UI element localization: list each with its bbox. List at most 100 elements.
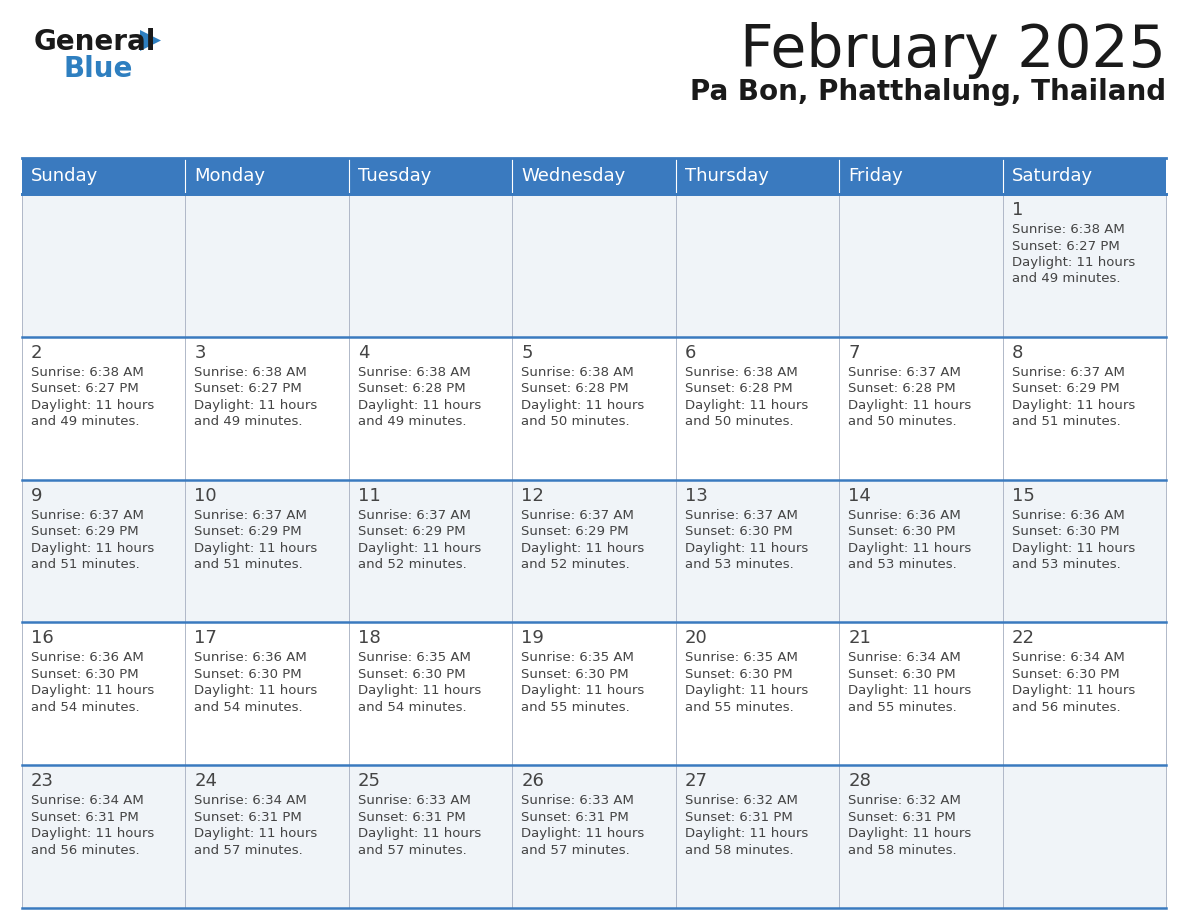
Text: Sunset: 6:30 PM: Sunset: 6:30 PM [31, 668, 139, 681]
Text: Daylight: 11 hours: Daylight: 11 hours [522, 827, 645, 840]
Bar [185, 766, 349, 908]
Text: Monday: Monday [195, 167, 265, 185]
Text: Daylight: 11 hours: Daylight: 11 hours [195, 542, 317, 554]
Text: Sunrise: 6:34 AM: Sunrise: 6:34 AM [848, 652, 961, 665]
Text: and 50 minutes.: and 50 minutes. [684, 415, 794, 429]
Text: Daylight: 11 hours: Daylight: 11 hours [358, 685, 481, 698]
Text: Daylight: 11 hours: Daylight: 11 hours [195, 827, 317, 840]
Text: Daylight: 11 hours: Daylight: 11 hours [1011, 542, 1135, 554]
Text: Blue: Blue [64, 55, 133, 83]
Text: Pa Bon, Phatthalung, Thailand: Pa Bon, Phatthalung, Thailand [690, 78, 1165, 106]
Text: Sunset: 6:30 PM: Sunset: 6:30 PM [848, 668, 956, 681]
Text: 27: 27 [684, 772, 708, 790]
Text: Sunrise: 6:37 AM: Sunrise: 6:37 AM [848, 365, 961, 379]
Bar [676, 622, 839, 766]
Text: Wednesday: Wednesday [522, 167, 626, 185]
Text: Daylight: 11 hours: Daylight: 11 hours [1011, 398, 1135, 412]
Text: Sunrise: 6:38 AM: Sunrise: 6:38 AM [522, 365, 634, 379]
Bar [185, 158, 349, 194]
Text: Sunrise: 6:37 AM: Sunrise: 6:37 AM [684, 509, 797, 521]
Text: Sunset: 6:30 PM: Sunset: 6:30 PM [848, 525, 956, 538]
Text: and 54 minutes.: and 54 minutes. [31, 701, 140, 714]
Text: Sunrise: 6:36 AM: Sunrise: 6:36 AM [1011, 509, 1124, 521]
Text: 23: 23 [31, 772, 53, 790]
Bar [1003, 479, 1165, 622]
Text: and 52 minutes.: and 52 minutes. [358, 558, 467, 571]
Bar [512, 622, 676, 766]
Text: 21: 21 [848, 630, 871, 647]
Text: Daylight: 11 hours: Daylight: 11 hours [522, 685, 645, 698]
Text: Sunrise: 6:34 AM: Sunrise: 6:34 AM [1011, 652, 1124, 665]
Text: and 49 minutes.: and 49 minutes. [358, 415, 467, 429]
Text: and 53 minutes.: and 53 minutes. [848, 558, 956, 571]
Text: and 58 minutes.: and 58 minutes. [848, 844, 956, 856]
Bar [185, 622, 349, 766]
Text: Sunset: 6:30 PM: Sunset: 6:30 PM [1011, 525, 1119, 538]
Bar [185, 194, 349, 337]
Text: Friday: Friday [848, 167, 903, 185]
Text: Sunrise: 6:37 AM: Sunrise: 6:37 AM [31, 509, 144, 521]
Bar [185, 479, 349, 622]
Text: and 52 minutes.: and 52 minutes. [522, 558, 630, 571]
Text: and 51 minutes.: and 51 minutes. [1011, 415, 1120, 429]
Text: 16: 16 [31, 630, 53, 647]
Text: and 49 minutes.: and 49 minutes. [1011, 273, 1120, 285]
Text: 12: 12 [522, 487, 544, 505]
Text: Sunrise: 6:38 AM: Sunrise: 6:38 AM [195, 365, 308, 379]
Text: 15: 15 [1011, 487, 1035, 505]
Text: Sunset: 6:31 PM: Sunset: 6:31 PM [31, 811, 139, 823]
Text: Daylight: 11 hours: Daylight: 11 hours [358, 398, 481, 412]
Bar [23, 194, 185, 337]
Text: Sunrise: 6:38 AM: Sunrise: 6:38 AM [684, 365, 797, 379]
Bar [676, 194, 839, 337]
Text: 2: 2 [31, 344, 43, 362]
Text: 9: 9 [31, 487, 43, 505]
Text: Daylight: 11 hours: Daylight: 11 hours [31, 685, 154, 698]
Text: and 54 minutes.: and 54 minutes. [195, 701, 303, 714]
Text: 28: 28 [848, 772, 871, 790]
Text: 4: 4 [358, 344, 369, 362]
Bar [512, 194, 676, 337]
Text: Sunset: 6:30 PM: Sunset: 6:30 PM [358, 668, 466, 681]
Text: Sunset: 6:29 PM: Sunset: 6:29 PM [358, 525, 466, 538]
Text: Daylight: 11 hours: Daylight: 11 hours [195, 398, 317, 412]
Text: Daylight: 11 hours: Daylight: 11 hours [684, 827, 808, 840]
Text: and 54 minutes.: and 54 minutes. [358, 701, 467, 714]
Text: Sunrise: 6:36 AM: Sunrise: 6:36 AM [848, 509, 961, 521]
Text: and 53 minutes.: and 53 minutes. [684, 558, 794, 571]
Bar [1003, 622, 1165, 766]
Text: Daylight: 11 hours: Daylight: 11 hours [31, 827, 154, 840]
Bar [349, 766, 512, 908]
Bar [512, 479, 676, 622]
Text: Thursday: Thursday [684, 167, 769, 185]
Text: 10: 10 [195, 487, 217, 505]
Text: Sunrise: 6:34 AM: Sunrise: 6:34 AM [31, 794, 144, 807]
Bar [349, 622, 512, 766]
Bar [512, 766, 676, 908]
Text: Daylight: 11 hours: Daylight: 11 hours [522, 398, 645, 412]
Text: and 58 minutes.: and 58 minutes. [684, 844, 794, 856]
Text: and 56 minutes.: and 56 minutes. [1011, 701, 1120, 714]
Bar [676, 766, 839, 908]
Text: Sunset: 6:31 PM: Sunset: 6:31 PM [848, 811, 956, 823]
Bar [839, 158, 1003, 194]
Text: Sunrise: 6:37 AM: Sunrise: 6:37 AM [522, 509, 634, 521]
Text: Sunset: 6:27 PM: Sunset: 6:27 PM [1011, 240, 1119, 252]
Text: and 53 minutes.: and 53 minutes. [1011, 558, 1120, 571]
Text: Daylight: 11 hours: Daylight: 11 hours [1011, 685, 1135, 698]
Text: Daylight: 11 hours: Daylight: 11 hours [358, 542, 481, 554]
Text: Sunrise: 6:33 AM: Sunrise: 6:33 AM [358, 794, 470, 807]
Bar [512, 158, 676, 194]
Text: Sunset: 6:29 PM: Sunset: 6:29 PM [1011, 382, 1119, 396]
Text: 25: 25 [358, 772, 381, 790]
Text: and 57 minutes.: and 57 minutes. [195, 844, 303, 856]
Bar [839, 479, 1003, 622]
Text: 20: 20 [684, 630, 708, 647]
Text: Daylight: 11 hours: Daylight: 11 hours [31, 542, 154, 554]
Text: and 57 minutes.: and 57 minutes. [358, 844, 467, 856]
Text: Sunrise: 6:33 AM: Sunrise: 6:33 AM [522, 794, 634, 807]
Text: Sunset: 6:31 PM: Sunset: 6:31 PM [195, 811, 302, 823]
Text: Sunrise: 6:38 AM: Sunrise: 6:38 AM [31, 365, 144, 379]
Text: Sunrise: 6:34 AM: Sunrise: 6:34 AM [195, 794, 308, 807]
Text: 1: 1 [1011, 201, 1023, 219]
